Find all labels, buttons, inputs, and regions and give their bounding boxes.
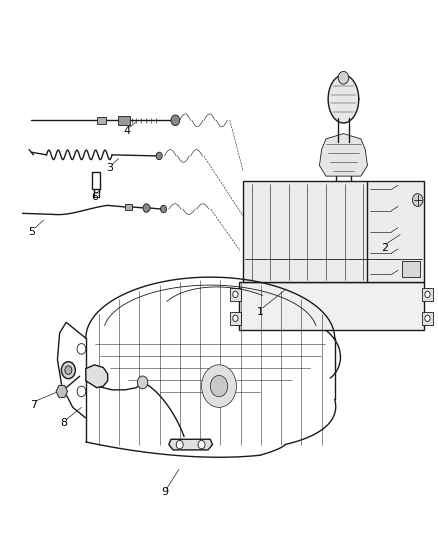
Bar [243,181,424,282]
Text: 8: 8 [60,418,67,429]
Circle shape [198,440,205,449]
Circle shape [77,344,86,354]
Bar [125,204,132,210]
Text: 2: 2 [381,243,389,253]
Bar [239,282,424,330]
Circle shape [171,115,180,126]
Text: 5: 5 [28,227,35,237]
Polygon shape [328,75,359,123]
Circle shape [210,375,228,397]
Bar [118,116,130,125]
Bar [403,261,420,277]
Text: 7: 7 [30,400,37,410]
Bar [230,312,241,325]
Text: 4: 4 [124,126,131,136]
Circle shape [156,152,162,160]
Circle shape [176,440,183,449]
Polygon shape [319,134,367,176]
Bar [97,117,106,124]
PathPatch shape [169,439,212,450]
Polygon shape [56,385,67,398]
Circle shape [160,205,166,213]
Circle shape [77,386,86,397]
PathPatch shape [86,365,108,387]
Circle shape [65,366,72,374]
Circle shape [233,315,238,321]
Circle shape [138,376,148,389]
Circle shape [201,365,237,407]
Text: 1: 1 [257,306,264,317]
Text: 3: 3 [106,163,113,173]
Circle shape [143,204,150,212]
Bar [422,288,433,301]
Circle shape [425,291,430,297]
Circle shape [413,193,423,206]
Circle shape [425,315,430,321]
Circle shape [61,362,75,378]
Bar [92,172,100,189]
Bar [230,288,241,301]
Bar [422,312,433,325]
Circle shape [338,71,349,84]
Text: 6: 6 [91,192,98,203]
Text: 9: 9 [161,488,168,497]
Circle shape [233,291,238,297]
